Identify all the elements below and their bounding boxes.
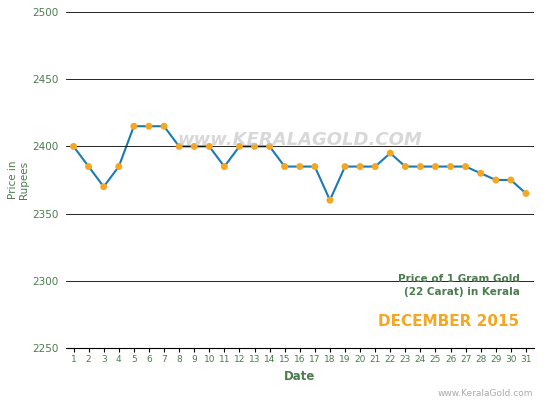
Point: [521, 190, 530, 197]
Point: [175, 143, 184, 150]
Text: www.KERALAGOLD.COM: www.KERALAGOLD.COM: [177, 131, 422, 149]
Point: [100, 184, 108, 190]
Point: [326, 197, 334, 203]
Point: [416, 163, 425, 170]
Point: [310, 163, 319, 170]
Point: [129, 123, 138, 130]
Point: [84, 163, 93, 170]
Point: [250, 143, 259, 150]
Point: [220, 163, 229, 170]
Y-axis label: Price in
Rupees: Price in Rupees: [8, 161, 29, 199]
Point: [145, 123, 153, 130]
Point: [461, 163, 470, 170]
Point: [356, 163, 365, 170]
Point: [371, 163, 380, 170]
Point: [401, 163, 410, 170]
X-axis label: Date: Date: [284, 370, 316, 382]
Point: [114, 163, 123, 170]
Point: [476, 170, 485, 176]
Point: [265, 143, 274, 150]
Point: [386, 150, 395, 156]
Point: [69, 143, 78, 150]
Point: [295, 163, 304, 170]
Point: [235, 143, 244, 150]
Point: [160, 123, 168, 130]
Point: [205, 143, 213, 150]
Text: www.KeralaGold.com: www.KeralaGold.com: [438, 389, 534, 398]
Point: [446, 163, 455, 170]
Point: [280, 163, 289, 170]
Point: [507, 177, 515, 183]
Text: Price of 1 Gram Gold
(22 Carat) in Kerala: Price of 1 Gram Gold (22 Carat) in Keral…: [398, 274, 519, 297]
Point: [491, 177, 500, 183]
Point: [340, 163, 349, 170]
Point: [190, 143, 199, 150]
Point: [431, 163, 440, 170]
Text: DECEMBER 2015: DECEMBER 2015: [378, 314, 519, 330]
